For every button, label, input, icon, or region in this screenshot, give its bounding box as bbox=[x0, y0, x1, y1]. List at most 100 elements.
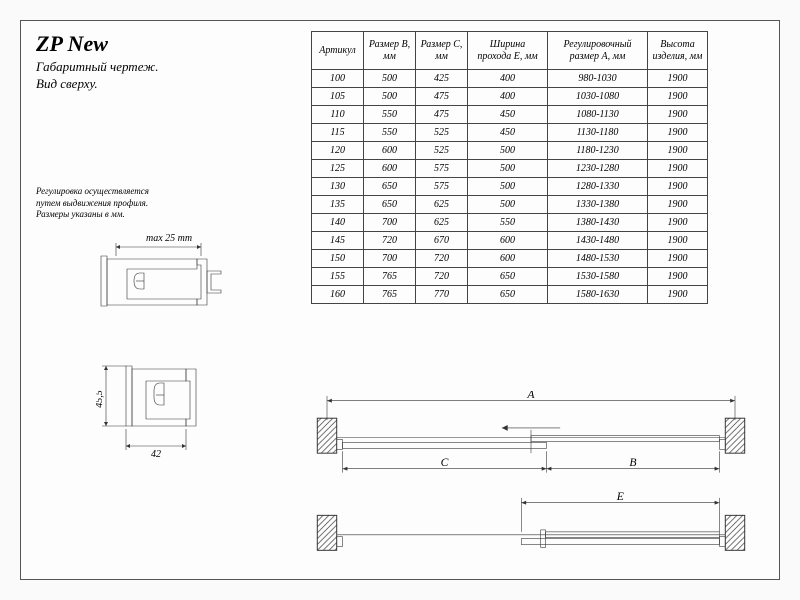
table-cell-h: 1900 bbox=[648, 286, 708, 304]
table-cell-h: 1900 bbox=[648, 124, 708, 142]
spec-table: Артикул Размер B, мм Размер C, мм Ширина… bbox=[311, 31, 708, 304]
table-cell-b: 600 bbox=[364, 160, 416, 178]
col-header-h: Высота изделия, мм bbox=[648, 32, 708, 70]
table-cell-e: 500 bbox=[468, 160, 548, 178]
col-header-e: Ширина прохода E, мм bbox=[468, 32, 548, 70]
table-cell-b: 765 bbox=[364, 268, 416, 286]
table-row: 1607657706501580-16301900 bbox=[312, 286, 708, 304]
table-cell-h: 1900 bbox=[648, 88, 708, 106]
table-row: 1306505755001280-13301900 bbox=[312, 178, 708, 196]
table-cell-art: 145 bbox=[312, 232, 364, 250]
table-cell-h: 1900 bbox=[648, 106, 708, 124]
table-cell-a: 1230-1280 bbox=[548, 160, 648, 178]
table-cell-h: 1900 bbox=[648, 196, 708, 214]
table-row: 1055004754001030-10801900 bbox=[312, 88, 708, 106]
table-cell-a: 1380-1430 bbox=[548, 214, 648, 232]
profile1-label: max 25 mm bbox=[146, 233, 192, 244]
table-cell-art: 150 bbox=[312, 250, 364, 268]
col-header-a: Регулировочный размер A, мм bbox=[548, 32, 648, 70]
table-cell-h: 1900 bbox=[648, 160, 708, 178]
table-cell-b: 500 bbox=[364, 70, 416, 88]
table-cell-e: 500 bbox=[468, 196, 548, 214]
table-cell-a: 1080-1130 bbox=[548, 106, 648, 124]
table-cell-art: 115 bbox=[312, 124, 364, 142]
col-header-b: Размер B, мм bbox=[364, 32, 416, 70]
table-cell-a: 1480-1530 bbox=[548, 250, 648, 268]
table-cell-art: 130 bbox=[312, 178, 364, 196]
table-cell-c: 575 bbox=[416, 178, 468, 196]
table-cell-b: 600 bbox=[364, 142, 416, 160]
profile2-height: 45,5 bbox=[96, 390, 105, 408]
profile2-width: 42 bbox=[151, 449, 161, 460]
drawing-frame: ZP New Габаритный чертеж. Вид сверху. Ре… bbox=[20, 20, 780, 580]
table-row: 1407006255501380-14301900 bbox=[312, 214, 708, 232]
table-row: 1557657206501530-15801900 bbox=[312, 268, 708, 286]
subtitle: Габаритный чертеж. Вид сверху. bbox=[36, 59, 158, 93]
table-cell-h: 1900 bbox=[648, 214, 708, 232]
dim-label-c: C bbox=[441, 456, 449, 469]
table-cell-h: 1900 bbox=[648, 142, 708, 160]
table-cell-e: 450 bbox=[468, 106, 548, 124]
table-cell-e: 400 bbox=[468, 70, 548, 88]
table-cell-b: 550 bbox=[364, 106, 416, 124]
dim-label-b: B bbox=[629, 456, 636, 469]
table-cell-b: 700 bbox=[364, 214, 416, 232]
table-cell-a: 1030-1080 bbox=[548, 88, 648, 106]
title-block: ZP New Габаритный чертеж. Вид сверху. bbox=[36, 31, 158, 93]
table-cell-a: 1280-1330 bbox=[548, 178, 648, 196]
table-row: 1105504754501080-11301900 bbox=[312, 106, 708, 124]
dim-label-a: A bbox=[526, 391, 535, 401]
col-header-c: Размер C, мм bbox=[416, 32, 468, 70]
table-cell-e: 500 bbox=[468, 142, 548, 160]
table-cell-a: 1180-1230 bbox=[548, 142, 648, 160]
table-cell-c: 525 bbox=[416, 142, 468, 160]
table-cell-art: 120 bbox=[312, 142, 364, 160]
table-cell-h: 1900 bbox=[648, 232, 708, 250]
table-cell-b: 650 bbox=[364, 196, 416, 214]
adjustment-note: Регулировка осуществляется путем выдвиже… bbox=[36, 186, 216, 221]
table-cell-art: 135 bbox=[312, 196, 364, 214]
table-row: 1155505254501130-11801900 bbox=[312, 124, 708, 142]
table-cell-b: 500 bbox=[364, 88, 416, 106]
table-cell-a: 1430-1480 bbox=[548, 232, 648, 250]
table-cell-e: 400 bbox=[468, 88, 548, 106]
profile-section-2: 45,5 42 bbox=[96, 351, 256, 471]
table-cell-art: 105 bbox=[312, 88, 364, 106]
table-cell-b: 650 bbox=[364, 178, 416, 196]
table-cell-c: 525 bbox=[416, 124, 468, 142]
table-cell-e: 500 bbox=[468, 178, 548, 196]
table-cell-c: 625 bbox=[416, 214, 468, 232]
table-cell-e: 450 bbox=[468, 124, 548, 142]
table-cell-e: 550 bbox=[468, 214, 548, 232]
table-cell-h: 1900 bbox=[648, 178, 708, 196]
table-cell-a: 980-1030 bbox=[548, 70, 648, 88]
table-cell-art: 140 bbox=[312, 214, 364, 232]
table-header-row: Артикул Размер B, мм Размер C, мм Ширина… bbox=[312, 32, 708, 70]
profile-section-1: max 25 mm bbox=[96, 231, 236, 331]
table-cell-b: 720 bbox=[364, 232, 416, 250]
table-cell-art: 160 bbox=[312, 286, 364, 304]
table-cell-c: 720 bbox=[416, 268, 468, 286]
table-cell-a: 1580-1630 bbox=[548, 286, 648, 304]
table-cell-c: 625 bbox=[416, 196, 468, 214]
title: ZP New bbox=[36, 31, 158, 57]
table-cell-c: 670 bbox=[416, 232, 468, 250]
table-cell-c: 720 bbox=[416, 250, 468, 268]
table-row: 100500425400980-10301900 bbox=[312, 70, 708, 88]
table-cell-c: 425 bbox=[416, 70, 468, 88]
table-row: 1457206706001430-14801900 bbox=[312, 232, 708, 250]
table-cell-c: 475 bbox=[416, 106, 468, 124]
col-header-art: Артикул bbox=[312, 32, 364, 70]
table-cell-art: 100 bbox=[312, 70, 364, 88]
table-cell-c: 575 bbox=[416, 160, 468, 178]
table-cell-a: 1530-1580 bbox=[548, 268, 648, 286]
table-cell-a: 1130-1180 bbox=[548, 124, 648, 142]
table-cell-b: 700 bbox=[364, 250, 416, 268]
table-cell-art: 125 bbox=[312, 160, 364, 178]
table-row: 1356506255001330-13801900 bbox=[312, 196, 708, 214]
table-cell-e: 650 bbox=[468, 268, 548, 286]
table-cell-art: 155 bbox=[312, 268, 364, 286]
table-cell-b: 550 bbox=[364, 124, 416, 142]
table-cell-h: 1900 bbox=[648, 250, 708, 268]
table-cell-e: 600 bbox=[468, 250, 548, 268]
